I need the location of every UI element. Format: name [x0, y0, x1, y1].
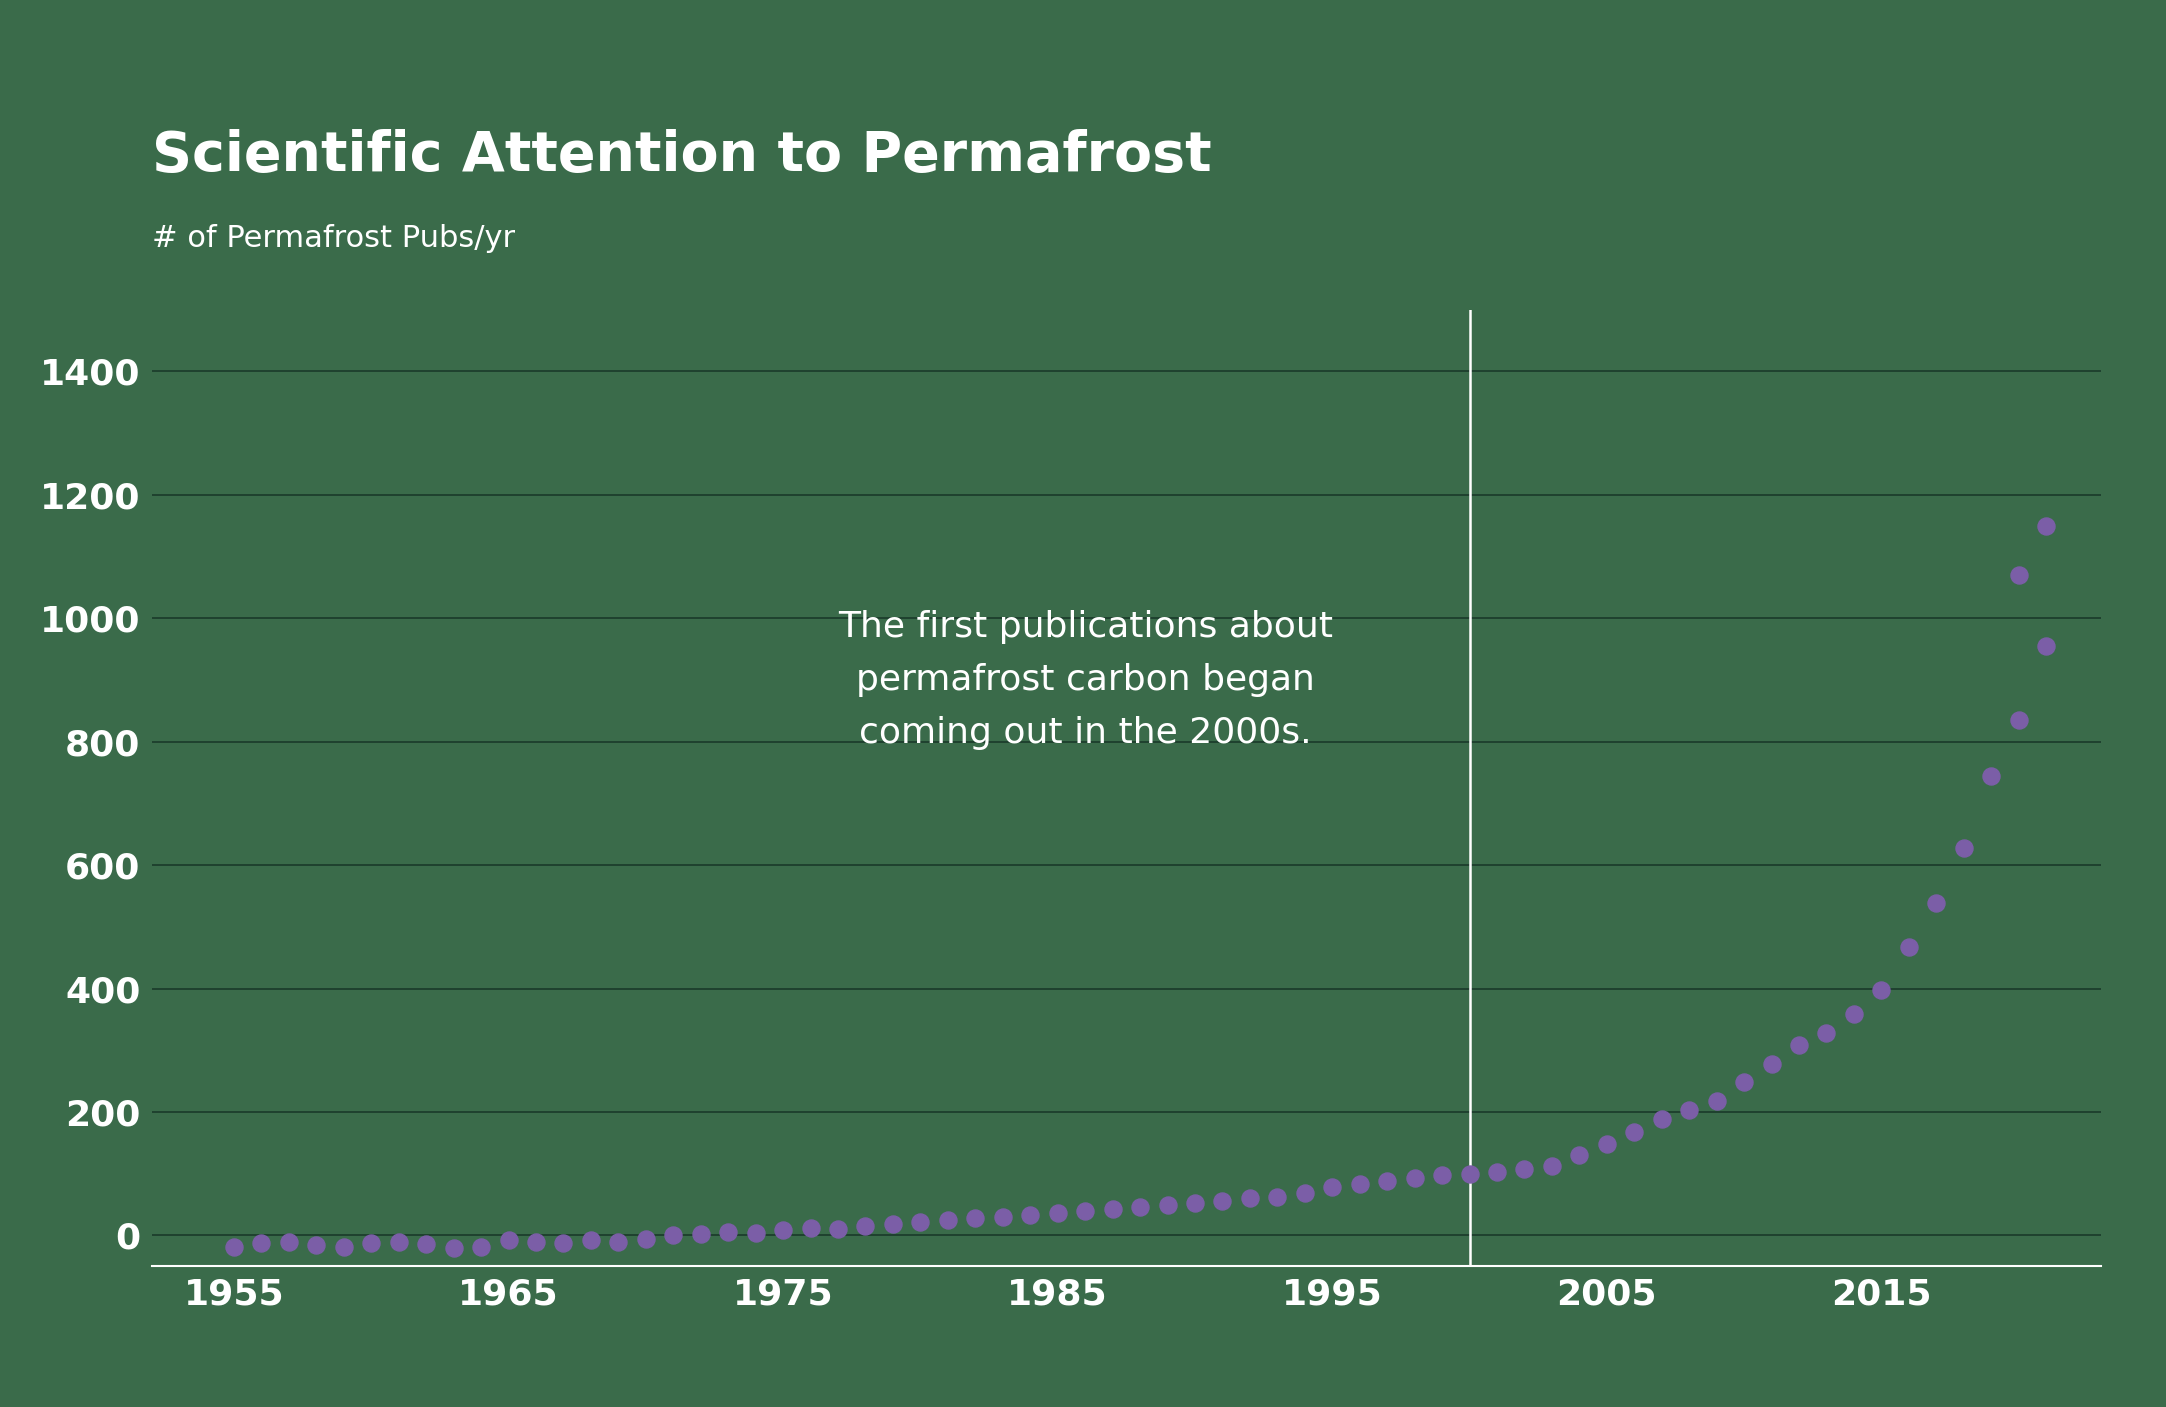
Point — [353, 1231, 388, 1254]
Point — [710, 1220, 745, 1242]
Point — [1534, 1155, 1568, 1178]
Point — [1644, 1109, 1679, 1131]
Point — [1369, 1169, 1404, 1192]
Point — [1343, 1173, 1378, 1196]
Point — [1672, 1099, 1707, 1121]
Text: # of Permafrost Pubs/yr: # of Permafrost Pubs/yr — [152, 224, 516, 253]
Point — [986, 1206, 1020, 1228]
Point — [793, 1217, 827, 1240]
Point — [1726, 1071, 1761, 1093]
Point — [600, 1230, 635, 1252]
Text: The first publications about
permafrost carbon began
coming out in the 2000s.: The first publications about permafrost … — [838, 611, 1332, 750]
Point — [821, 1218, 856, 1241]
Point — [1837, 1003, 1871, 1026]
Point — [518, 1230, 552, 1252]
Point — [1562, 1144, 1596, 1166]
Point — [767, 1220, 801, 1242]
Point — [1397, 1166, 1432, 1189]
Point — [1451, 1162, 1486, 1185]
Point — [381, 1230, 416, 1252]
Text: Scientific Attention to Permafrost: Scientific Attention to Permafrost — [152, 129, 1211, 183]
Point — [574, 1230, 609, 1252]
Point — [1700, 1089, 1735, 1112]
Point — [1315, 1176, 1349, 1199]
Point — [1973, 764, 2008, 787]
Point — [1809, 1021, 1843, 1044]
Point — [1287, 1182, 1321, 1204]
Point — [1919, 892, 1954, 915]
Point — [1947, 837, 1982, 860]
Point — [245, 1231, 279, 1254]
Point — [1122, 1196, 1157, 1218]
Point — [1590, 1133, 1624, 1155]
Point — [327, 1235, 362, 1258]
Point — [684, 1223, 719, 1245]
Point — [464, 1235, 498, 1258]
Point — [849, 1214, 884, 1237]
Point — [739, 1221, 773, 1244]
Point — [875, 1213, 910, 1235]
Point — [1508, 1158, 1542, 1180]
Point — [1040, 1202, 1074, 1224]
Point — [1618, 1120, 1653, 1142]
Point — [546, 1231, 580, 1254]
Point — [1261, 1185, 1295, 1207]
Point — [2001, 709, 2036, 732]
Point — [1204, 1189, 1239, 1211]
Point — [1754, 1052, 1789, 1075]
Point — [1232, 1188, 1267, 1210]
Point — [1178, 1192, 1213, 1214]
Point — [1014, 1204, 1048, 1227]
Point — [1425, 1164, 1460, 1186]
Point — [409, 1233, 444, 1255]
Point — [903, 1210, 938, 1233]
Point — [1865, 978, 1900, 1000]
Point — [217, 1235, 251, 1258]
Point — [492, 1230, 526, 1252]
Point — [2030, 635, 2064, 657]
Point — [931, 1209, 966, 1231]
Point — [435, 1237, 470, 1259]
Point — [957, 1207, 992, 1230]
Point — [1068, 1200, 1102, 1223]
Point — [2030, 515, 2064, 537]
Point — [656, 1224, 691, 1247]
Point — [1783, 1034, 1817, 1057]
Point — [1150, 1193, 1185, 1216]
Point — [1096, 1197, 1131, 1220]
Point — [299, 1234, 334, 1256]
Point — [2001, 564, 2036, 587]
Point — [271, 1230, 305, 1252]
Point — [628, 1227, 663, 1249]
Point — [1891, 936, 1926, 958]
Point — [1479, 1161, 1514, 1183]
